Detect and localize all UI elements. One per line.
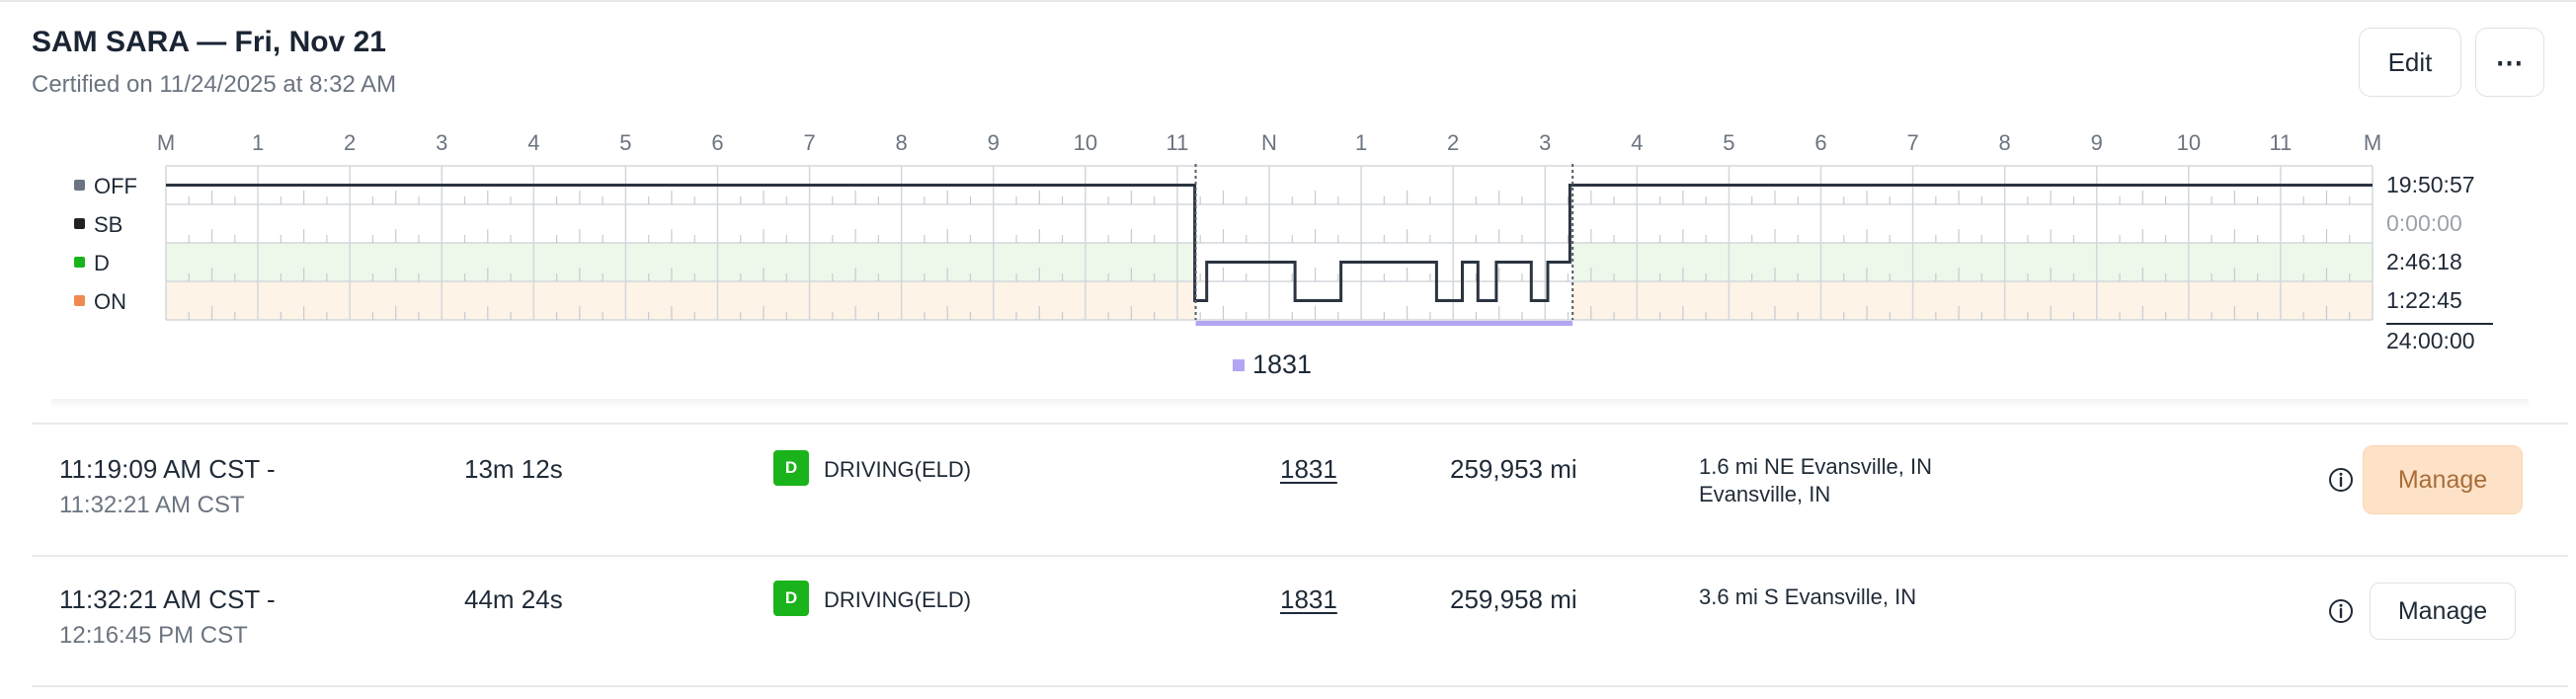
- hour-label: 4: [527, 130, 539, 155]
- manage-button[interactable]: Manage: [2370, 582, 2516, 640]
- hour-label: 6: [711, 130, 723, 155]
- hour-label: 6: [1814, 130, 1826, 155]
- hour-label: 2: [1447, 130, 1459, 155]
- hour-label: 10: [2177, 130, 2201, 155]
- row-divider: [32, 685, 2568, 687]
- event-row[interactable]: 11:19:09 AM CST - 11:32:21 AM CST 13m 12…: [0, 425, 2576, 555]
- hour-label: 4: [1631, 130, 1643, 155]
- hour-label: 7: [1906, 130, 1918, 155]
- hour-label: 9: [2091, 130, 2103, 155]
- hour-label: 9: [988, 130, 1000, 155]
- driving-status-badge: D: [773, 581, 809, 616]
- event-start-time: 11:32:21 AM CST -: [59, 584, 276, 614]
- event-location-city: Evansville, IN: [1699, 482, 1831, 506]
- info-icon[interactable]: [2328, 467, 2354, 493]
- row-divider: [32, 555, 2568, 557]
- hour-label: M: [2364, 130, 2381, 155]
- event-start-time: 11:19:09 AM CST -: [59, 454, 276, 484]
- status-swatch: [74, 295, 85, 306]
- off-duty-hours: 19:50:57: [2386, 172, 2475, 197]
- status-label: OFF: [94, 174, 137, 198]
- hour-label: 1: [1355, 130, 1367, 155]
- status-label: SB: [94, 212, 122, 237]
- hour-label: 3: [1539, 130, 1551, 155]
- driving-hours: 2:46:18: [2386, 249, 2462, 274]
- total-hours: 24:00:00: [2386, 328, 2475, 353]
- event-end-time: 12:16:45 PM CST: [59, 622, 248, 649]
- info-icon[interactable]: [2328, 598, 2354, 624]
- hour-label: 1: [252, 130, 264, 155]
- event-duration: 44m 24s: [464, 584, 563, 614]
- hour-label: N: [1261, 130, 1277, 155]
- edit-button[interactable]: Edit: [2359, 28, 2461, 97]
- row-divider: [32, 423, 2568, 425]
- manage-button[interactable]: Manage: [2363, 445, 2523, 514]
- event-odometer: 259,953 mi: [1450, 454, 1577, 484]
- driving-status-badge: D: [773, 450, 809, 486]
- event-duration: 13m 12s: [464, 454, 563, 484]
- duty-status-line: [166, 184, 2373, 302]
- hos-graph: M 1 2 3 4 5 6 7 8 9 10 11 N 1 2 3 4 5 6 7 8 9 10 11 M OFF SB D ON: [74, 130, 2381, 326]
- event-status: DRIVING(ELD): [824, 587, 972, 612]
- event-odometer: 259,958 mi: [1450, 584, 1577, 614]
- hour-label: 2: [344, 130, 356, 155]
- status-swatch: [74, 180, 85, 191]
- sleeper-hours: 0:00:00: [2386, 210, 2462, 236]
- hour-label: 5: [619, 130, 631, 155]
- status-swatch: [74, 218, 85, 229]
- event-row[interactable]: 11:32:21 AM CST - 12:16:45 PM CST 44m 24…: [0, 557, 2576, 687]
- total-divider: [2386, 323, 2493, 325]
- hour-label: 3: [436, 130, 447, 155]
- vehicle-span-bar: [1195, 321, 1573, 326]
- event-location: 3.6 mi S Evansville, IN: [1699, 584, 1917, 609]
- vehicle-legend-label: 1831: [1252, 350, 1313, 379]
- hour-label: M: [157, 130, 175, 155]
- vehicle-link[interactable]: 1831: [1280, 584, 1337, 614]
- page-title: SAM SARA — Fri, Nov 21: [32, 26, 386, 58]
- hour-label: 7: [803, 130, 815, 155]
- certified-subtitle: Certified on 11/24/2025 at 8:32 AM: [32, 71, 397, 98]
- status-swatch: [74, 257, 85, 268]
- event-status: DRIVING(ELD): [824, 457, 972, 482]
- event-end-time: 11:32:21 AM CST: [59, 492, 245, 518]
- vehicle-legend-swatch: [1233, 359, 1245, 371]
- graph-card-shadow: [51, 399, 2529, 409]
- hour-label: 5: [1723, 130, 1734, 155]
- on-duty-hours: 1:22:45: [2386, 287, 2462, 313]
- hour-label: 11: [2269, 130, 2292, 155]
- top-divider: [0, 0, 2576, 2]
- event-location: 1.6 mi NE Evansville, IN: [1699, 454, 1932, 479]
- hour-label: 10: [1074, 130, 1097, 155]
- vehicle-link[interactable]: 1831: [1280, 454, 1337, 484]
- hour-label: 8: [1999, 130, 2011, 155]
- hour-label: 11: [1166, 130, 1188, 155]
- status-label: D: [94, 251, 110, 275]
- status-label: ON: [94, 289, 126, 314]
- more-options-button[interactable]: ⋯: [2475, 28, 2544, 97]
- hour-label: 8: [896, 130, 908, 155]
